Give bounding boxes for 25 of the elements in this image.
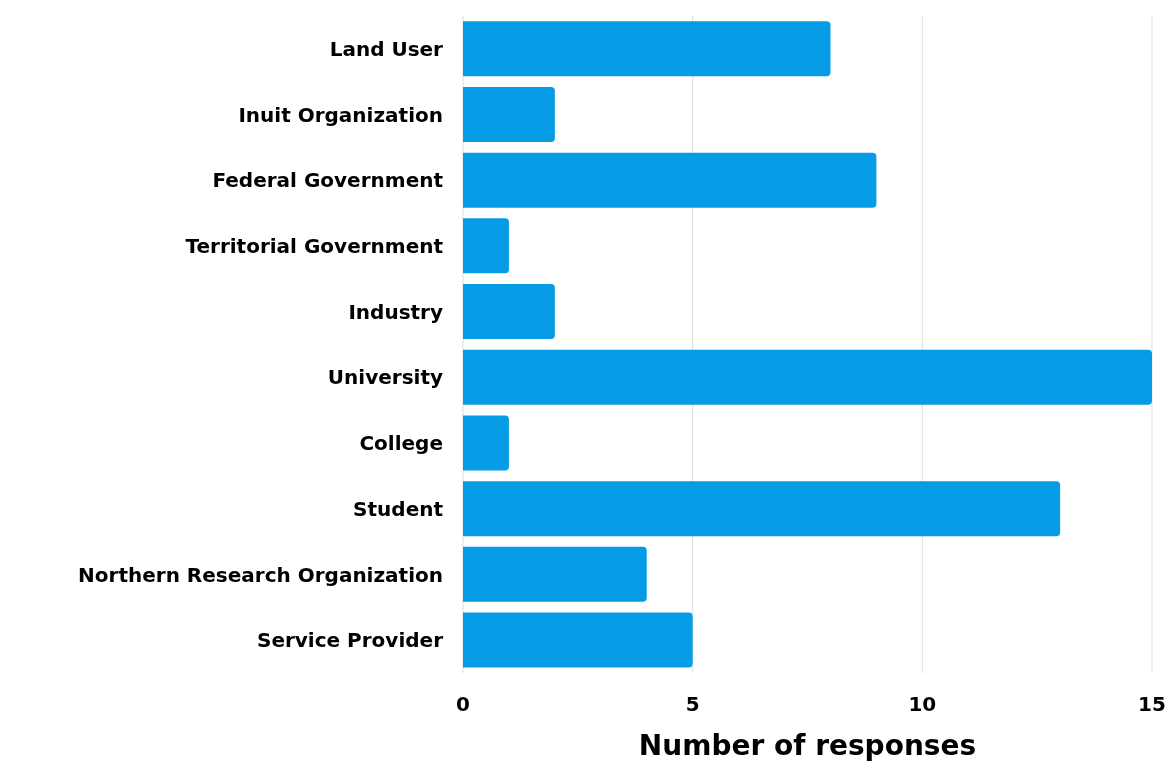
bar: [463, 218, 509, 274]
y-tick-label: Territorial Government: [185, 234, 444, 259]
y-tick-label: Industry: [348, 299, 443, 324]
y-tick-label: Service Provider: [256, 628, 444, 653]
y-tick-label: Student: [353, 496, 444, 521]
bar: [463, 546, 647, 602]
y-tick-label: Inuit Organization: [238, 102, 443, 127]
y-tick-label: College: [359, 431, 443, 456]
y-tick-label: University: [327, 365, 443, 390]
bar: [463, 481, 1061, 537]
bar: [463, 284, 555, 340]
bar: [463, 86, 555, 142]
x-tick-label: 15: [1138, 692, 1166, 717]
x-tick-label: 10: [908, 692, 937, 717]
x-tick-label: 0: [456, 692, 470, 717]
x-tick-label: 5: [685, 692, 700, 717]
bar: [463, 612, 693, 668]
bar: [463, 349, 1152, 405]
y-tick-label: Northern Research Organization: [78, 562, 443, 587]
y-tick-label: Federal Government: [212, 168, 444, 193]
y-tick-label: Land User: [329, 36, 444, 61]
bar: [463, 152, 877, 208]
bar: [463, 21, 831, 77]
x-axis-title: Number of responses: [638, 729, 977, 762]
bar: [463, 415, 509, 471]
